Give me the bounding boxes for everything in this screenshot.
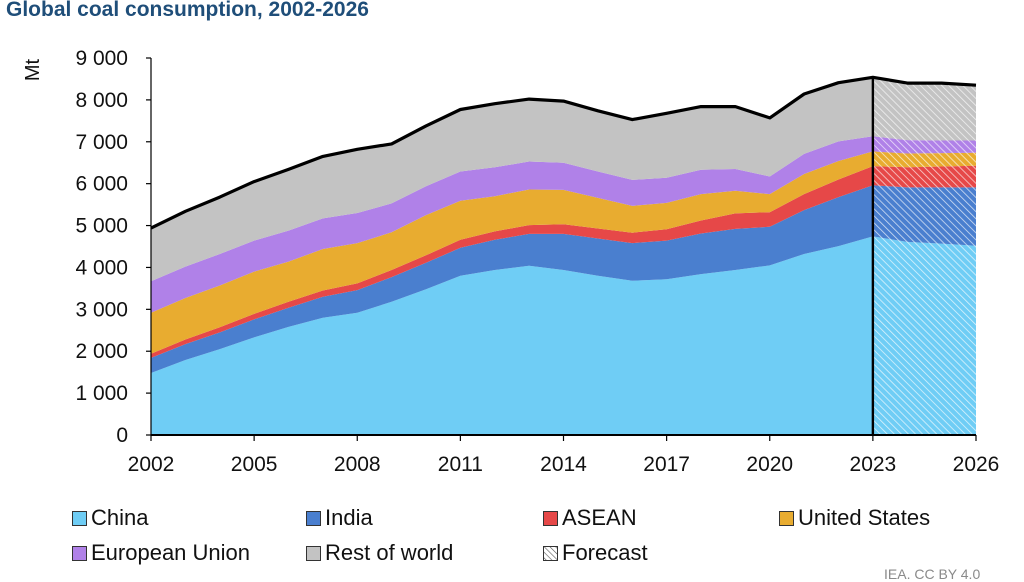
source-note: IEA. CC BY 4.0 <box>884 566 981 582</box>
axes: 0 1 000 2 000 3 000 4 000 5 000 6 000 7 000 8 00… <box>75 47 999 476</box>
y-tick-label: 0 <box>116 424 128 447</box>
x-tick-label: 2026 <box>953 453 1000 476</box>
area-china <box>151 236 976 435</box>
x-tick-label: 2020 <box>746 453 793 476</box>
total-outline <box>150 75 977 230</box>
y-tick-label: 5 000 <box>75 215 128 238</box>
x-tick-label: 2023 <box>850 453 897 476</box>
forecast-hatch <box>872 58 976 435</box>
area-european-union <box>151 136 976 313</box>
x-tick-label: 2008 <box>334 453 381 476</box>
y-tick-label: 3 000 <box>75 298 128 321</box>
y-tick-label: 4 000 <box>75 256 128 279</box>
area-united-states <box>151 151 976 354</box>
y-tick-label: 9 000 <box>75 47 128 70</box>
y-tick-label: 8 000 <box>75 89 128 112</box>
y-axis-label: Mt <box>22 58 44 81</box>
area-india <box>151 185 976 373</box>
area-rest-of-world <box>151 77 976 282</box>
x-tick-label: 2005 <box>231 453 278 476</box>
area-layer <box>151 77 976 435</box>
x-tick-label: 2017 <box>643 453 690 476</box>
y-tick-label: 1 000 <box>75 382 128 405</box>
x-tick-label: 2014 <box>540 453 587 476</box>
y-tick-label: 7 000 <box>75 131 128 154</box>
area-asean <box>151 165 976 358</box>
y-tick-label: 6 000 <box>75 173 128 196</box>
chart-title: Global coal consumption, 2002-2026 <box>6 0 369 21</box>
forecast-hatch-region <box>872 58 976 435</box>
x-tick-label: 2011 <box>438 453 483 476</box>
x-tick-label: 2002 <box>128 453 175 476</box>
y-tick-label: 2 000 <box>75 340 128 363</box>
